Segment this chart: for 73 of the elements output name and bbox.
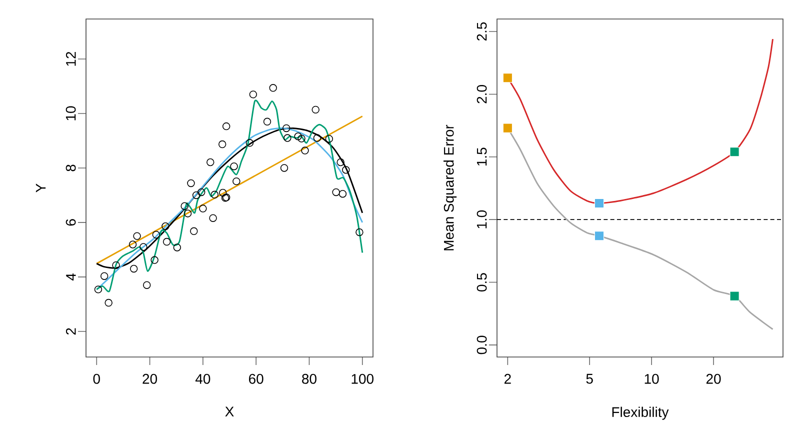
x-tick-label: 0 <box>93 374 100 384</box>
point <box>263 118 272 126</box>
point <box>206 158 214 166</box>
point <box>301 146 309 154</box>
point <box>342 166 350 174</box>
point <box>312 106 320 114</box>
point <box>284 134 292 142</box>
point <box>356 228 364 236</box>
point <box>218 140 226 148</box>
point <box>338 190 347 198</box>
x-tick-label: 2 <box>504 374 511 384</box>
y-tick-label: 6 <box>66 219 76 226</box>
point <box>142 281 151 289</box>
point <box>197 188 206 196</box>
x-tick-label: 10 <box>644 374 659 384</box>
x-axis-title: Flexibility <box>612 406 669 420</box>
point <box>280 164 288 172</box>
point <box>133 232 141 240</box>
point <box>298 134 306 142</box>
y-tick-label: 0.5 <box>476 273 487 292</box>
point <box>112 261 120 270</box>
y-tick-label: 4 <box>66 273 76 280</box>
point <box>184 210 192 218</box>
point <box>210 190 218 199</box>
point <box>246 139 254 147</box>
y-tick-label: 2 <box>66 328 76 335</box>
x-tick-label: 80 <box>302 374 316 384</box>
x-tick-label: 60 <box>249 374 264 384</box>
point <box>100 272 108 280</box>
point <box>294 132 302 140</box>
point <box>152 230 160 239</box>
point <box>249 90 258 98</box>
point <box>269 84 277 92</box>
point <box>150 256 158 264</box>
y-tick-label: 0.0 <box>476 336 487 354</box>
y-axis-title: Y <box>36 184 46 192</box>
x-tick-label: 20 <box>142 374 158 384</box>
point <box>130 264 138 273</box>
point <box>140 243 148 251</box>
point <box>162 238 171 246</box>
point <box>94 286 102 294</box>
x-tick-label: 40 <box>195 374 210 384</box>
point <box>325 134 334 143</box>
x-tick-label: 100 <box>352 374 374 384</box>
point <box>128 240 137 248</box>
x-axis-title: X <box>225 406 234 416</box>
point <box>232 177 240 186</box>
point <box>313 134 322 142</box>
point <box>332 188 340 196</box>
x-tick-label: 5 <box>586 374 593 384</box>
point <box>173 244 182 252</box>
point <box>282 124 290 132</box>
y-tick-label: 1.0 <box>476 210 487 228</box>
point <box>162 222 170 230</box>
point <box>230 162 238 170</box>
point <box>219 188 227 197</box>
y-tick-label: 2.5 <box>476 22 487 41</box>
y-tick-label: 2.0 <box>476 85 487 104</box>
point <box>222 122 230 130</box>
point <box>190 227 198 236</box>
y-tick-label: 10 <box>66 106 76 120</box>
x-tick-label: 20 <box>706 374 721 384</box>
y-tick-label: 8 <box>66 164 76 172</box>
point <box>180 202 188 210</box>
point <box>187 179 195 188</box>
point <box>209 214 217 222</box>
point <box>104 298 112 307</box>
point <box>192 191 200 200</box>
y-tick-label: 12 <box>66 52 76 66</box>
point <box>336 158 344 166</box>
y-axis-title: Mean Squared Error <box>444 124 457 250</box>
point <box>199 204 207 212</box>
y-tick-label: 1.5 <box>476 148 487 166</box>
